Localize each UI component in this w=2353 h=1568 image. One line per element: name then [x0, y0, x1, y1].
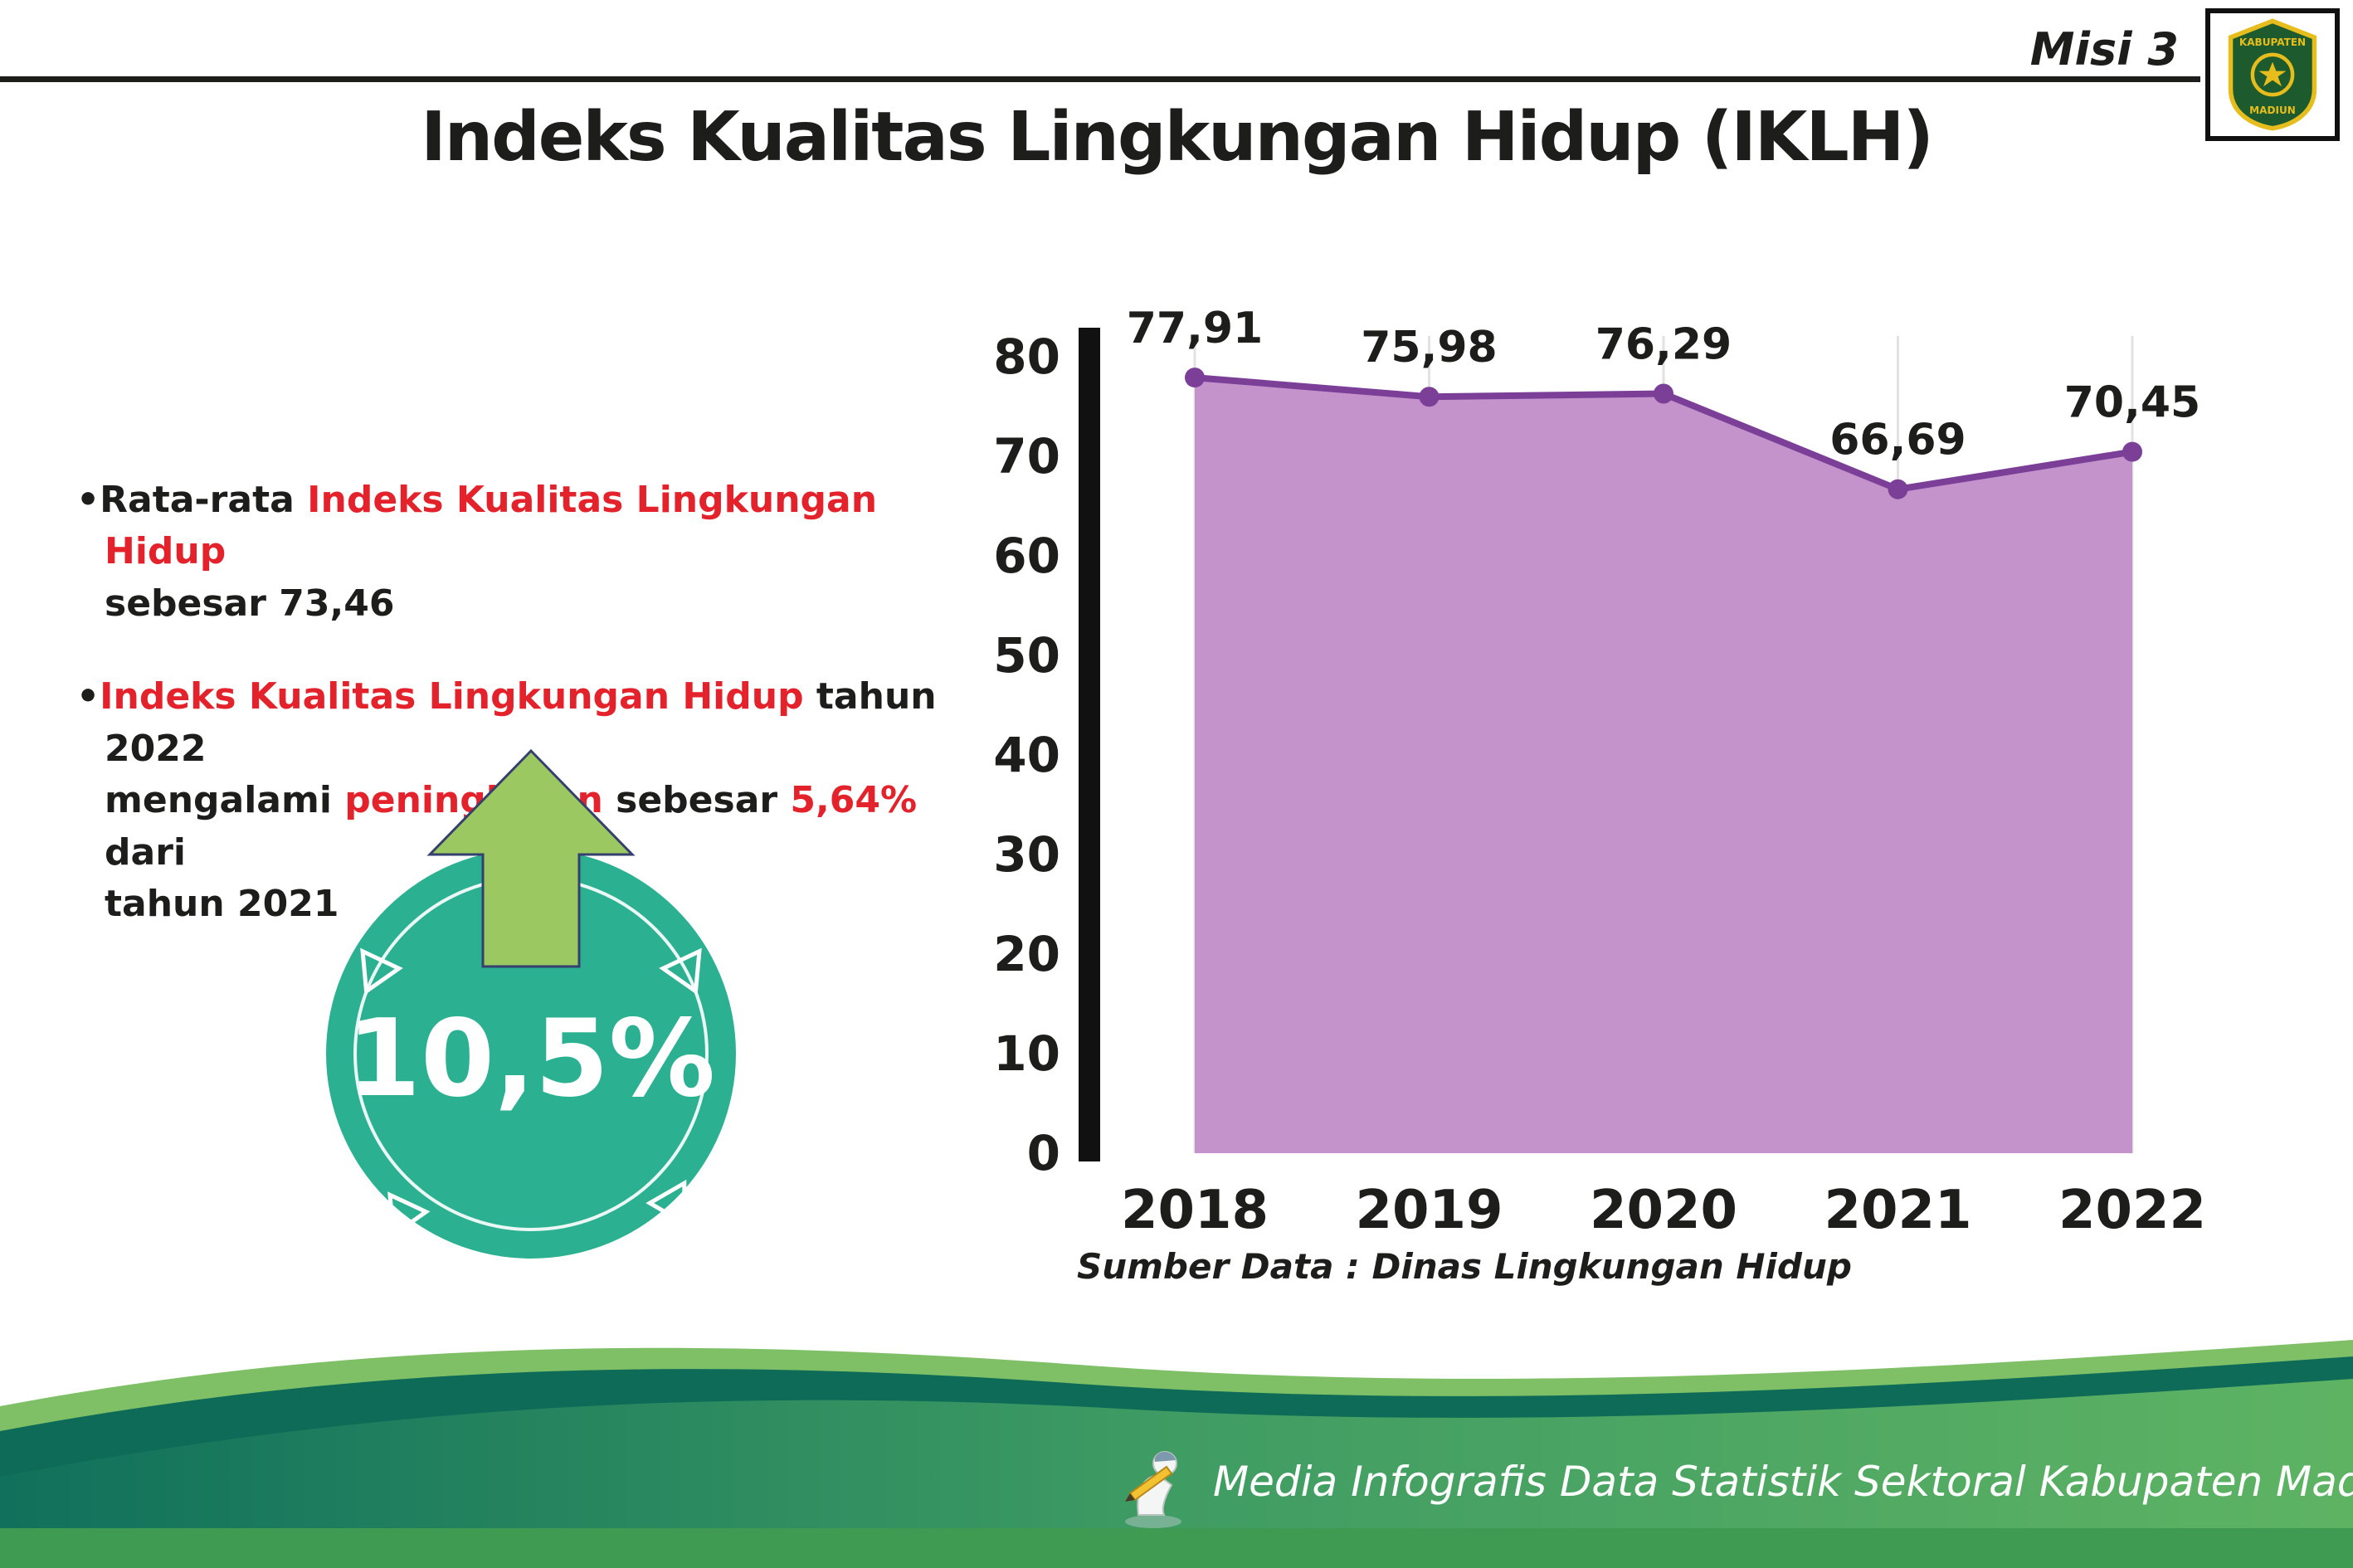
triangle-icon [360, 947, 403, 996]
highlight-text: Indeks Kualitas Lingkungan Hidup [105, 479, 878, 573]
text-segment: mengalami [105, 779, 345, 822]
badge-percentage: 10,5% [347, 997, 715, 1121]
mascot-icon [1125, 1451, 1181, 1528]
bullet-marker: • [76, 479, 100, 521]
y-tick-label: 70 [993, 428, 1060, 485]
triangle-icon [387, 1191, 431, 1239]
highlight-text: Indeks Kualitas Lingkungan Hidup [100, 675, 804, 718]
value-label: 70,45 [2064, 378, 2200, 428]
chart-point [1419, 387, 1440, 407]
logo-top-text: KABUPATEN [2239, 37, 2306, 48]
footer-caption: Media Infografis Data Statistik Sektoral… [1112, 1434, 2353, 1529]
mascot-shadow [1125, 1515, 1181, 1528]
misi-label: Misi 3 [2029, 23, 2179, 75]
pencil-tip [1125, 1493, 1135, 1502]
text-segment: sebesar [602, 779, 791, 822]
x-tick-label: 2019 [1355, 1180, 1503, 1241]
y-tick-label: 80 [993, 329, 1060, 385]
y-axis-bar [1079, 328, 1100, 1161]
chart-point [1888, 479, 1908, 499]
page-title: Indeks Kualitas Lingkungan Hidup (IKLH) [421, 98, 1934, 177]
text-segment: tahun 2021 [105, 883, 339, 926]
value-label: 75,98 [1361, 323, 1497, 373]
header-rule [0, 76, 2200, 82]
badge-tick-triangles [360, 947, 702, 1239]
footer-text: Media Infografis Data Statistik Sektoral… [1213, 1457, 2353, 1506]
triangle-icon [659, 947, 702, 996]
source-note: Sumber Data : Dinas Lingkungan Hidup [1077, 1246, 1852, 1287]
text-segment: Rata-rata [100, 479, 308, 521]
x-tick-label: 2021 [1824, 1180, 1971, 1241]
mascot-hair [1155, 1451, 1176, 1462]
value-label: 77,91 [1127, 304, 1263, 353]
y-tick-label: 10 [993, 1025, 1060, 1082]
footer-bottom-strip [0, 1528, 2353, 1568]
y-tick-label: 40 [993, 727, 1060, 783]
wave-main-green [0, 1379, 2353, 1568]
logo-shield-icon: KABUPATEN MADIUN [2228, 18, 2317, 131]
arrow-up-icon [426, 748, 636, 968]
kabupaten-madiun-logo: KABUPATEN MADIUN [2205, 8, 2340, 141]
chart-point [1185, 368, 1205, 388]
text-segment: dari [105, 830, 186, 874]
logo-bottom-text: MADIUN [2249, 105, 2296, 116]
logo-star-icon [2258, 61, 2287, 87]
text-segment: tahun 2022 [105, 675, 937, 770]
y-tick-label: 20 [993, 926, 1060, 982]
highlight-text: 5,64% [790, 779, 918, 822]
bullet-average-iklh: •Rata-rata Indeks Kualitas Lingkungan Hi… [76, 475, 1006, 630]
x-tick-label: 2018 [1121, 1180, 1269, 1241]
triangle-icon [645, 1179, 687, 1227]
x-tick-label: 2022 [2058, 1180, 2206, 1241]
badge-circle [326, 849, 736, 1259]
chart-area [1195, 377, 2132, 1153]
y-tick-label: 50 [993, 627, 1060, 684]
text-segment: sebesar 73,46 [105, 582, 395, 625]
logo-emblem-ring [2250, 52, 2295, 97]
y-tick-label: 60 [993, 528, 1060, 584]
x-tick-label: 2020 [1590, 1180, 1737, 1241]
chart-point [2122, 441, 2142, 462]
chart-point [1654, 383, 1673, 404]
bullet-marker: • [76, 675, 100, 718]
value-label: 66,69 [1829, 416, 1966, 465]
y-tick-label: 0 [1027, 1125, 1060, 1181]
increase-badge: 10,5% [326, 748, 736, 1259]
value-label: 76,29 [1595, 320, 1732, 370]
y-tick-label: 30 [993, 826, 1060, 883]
